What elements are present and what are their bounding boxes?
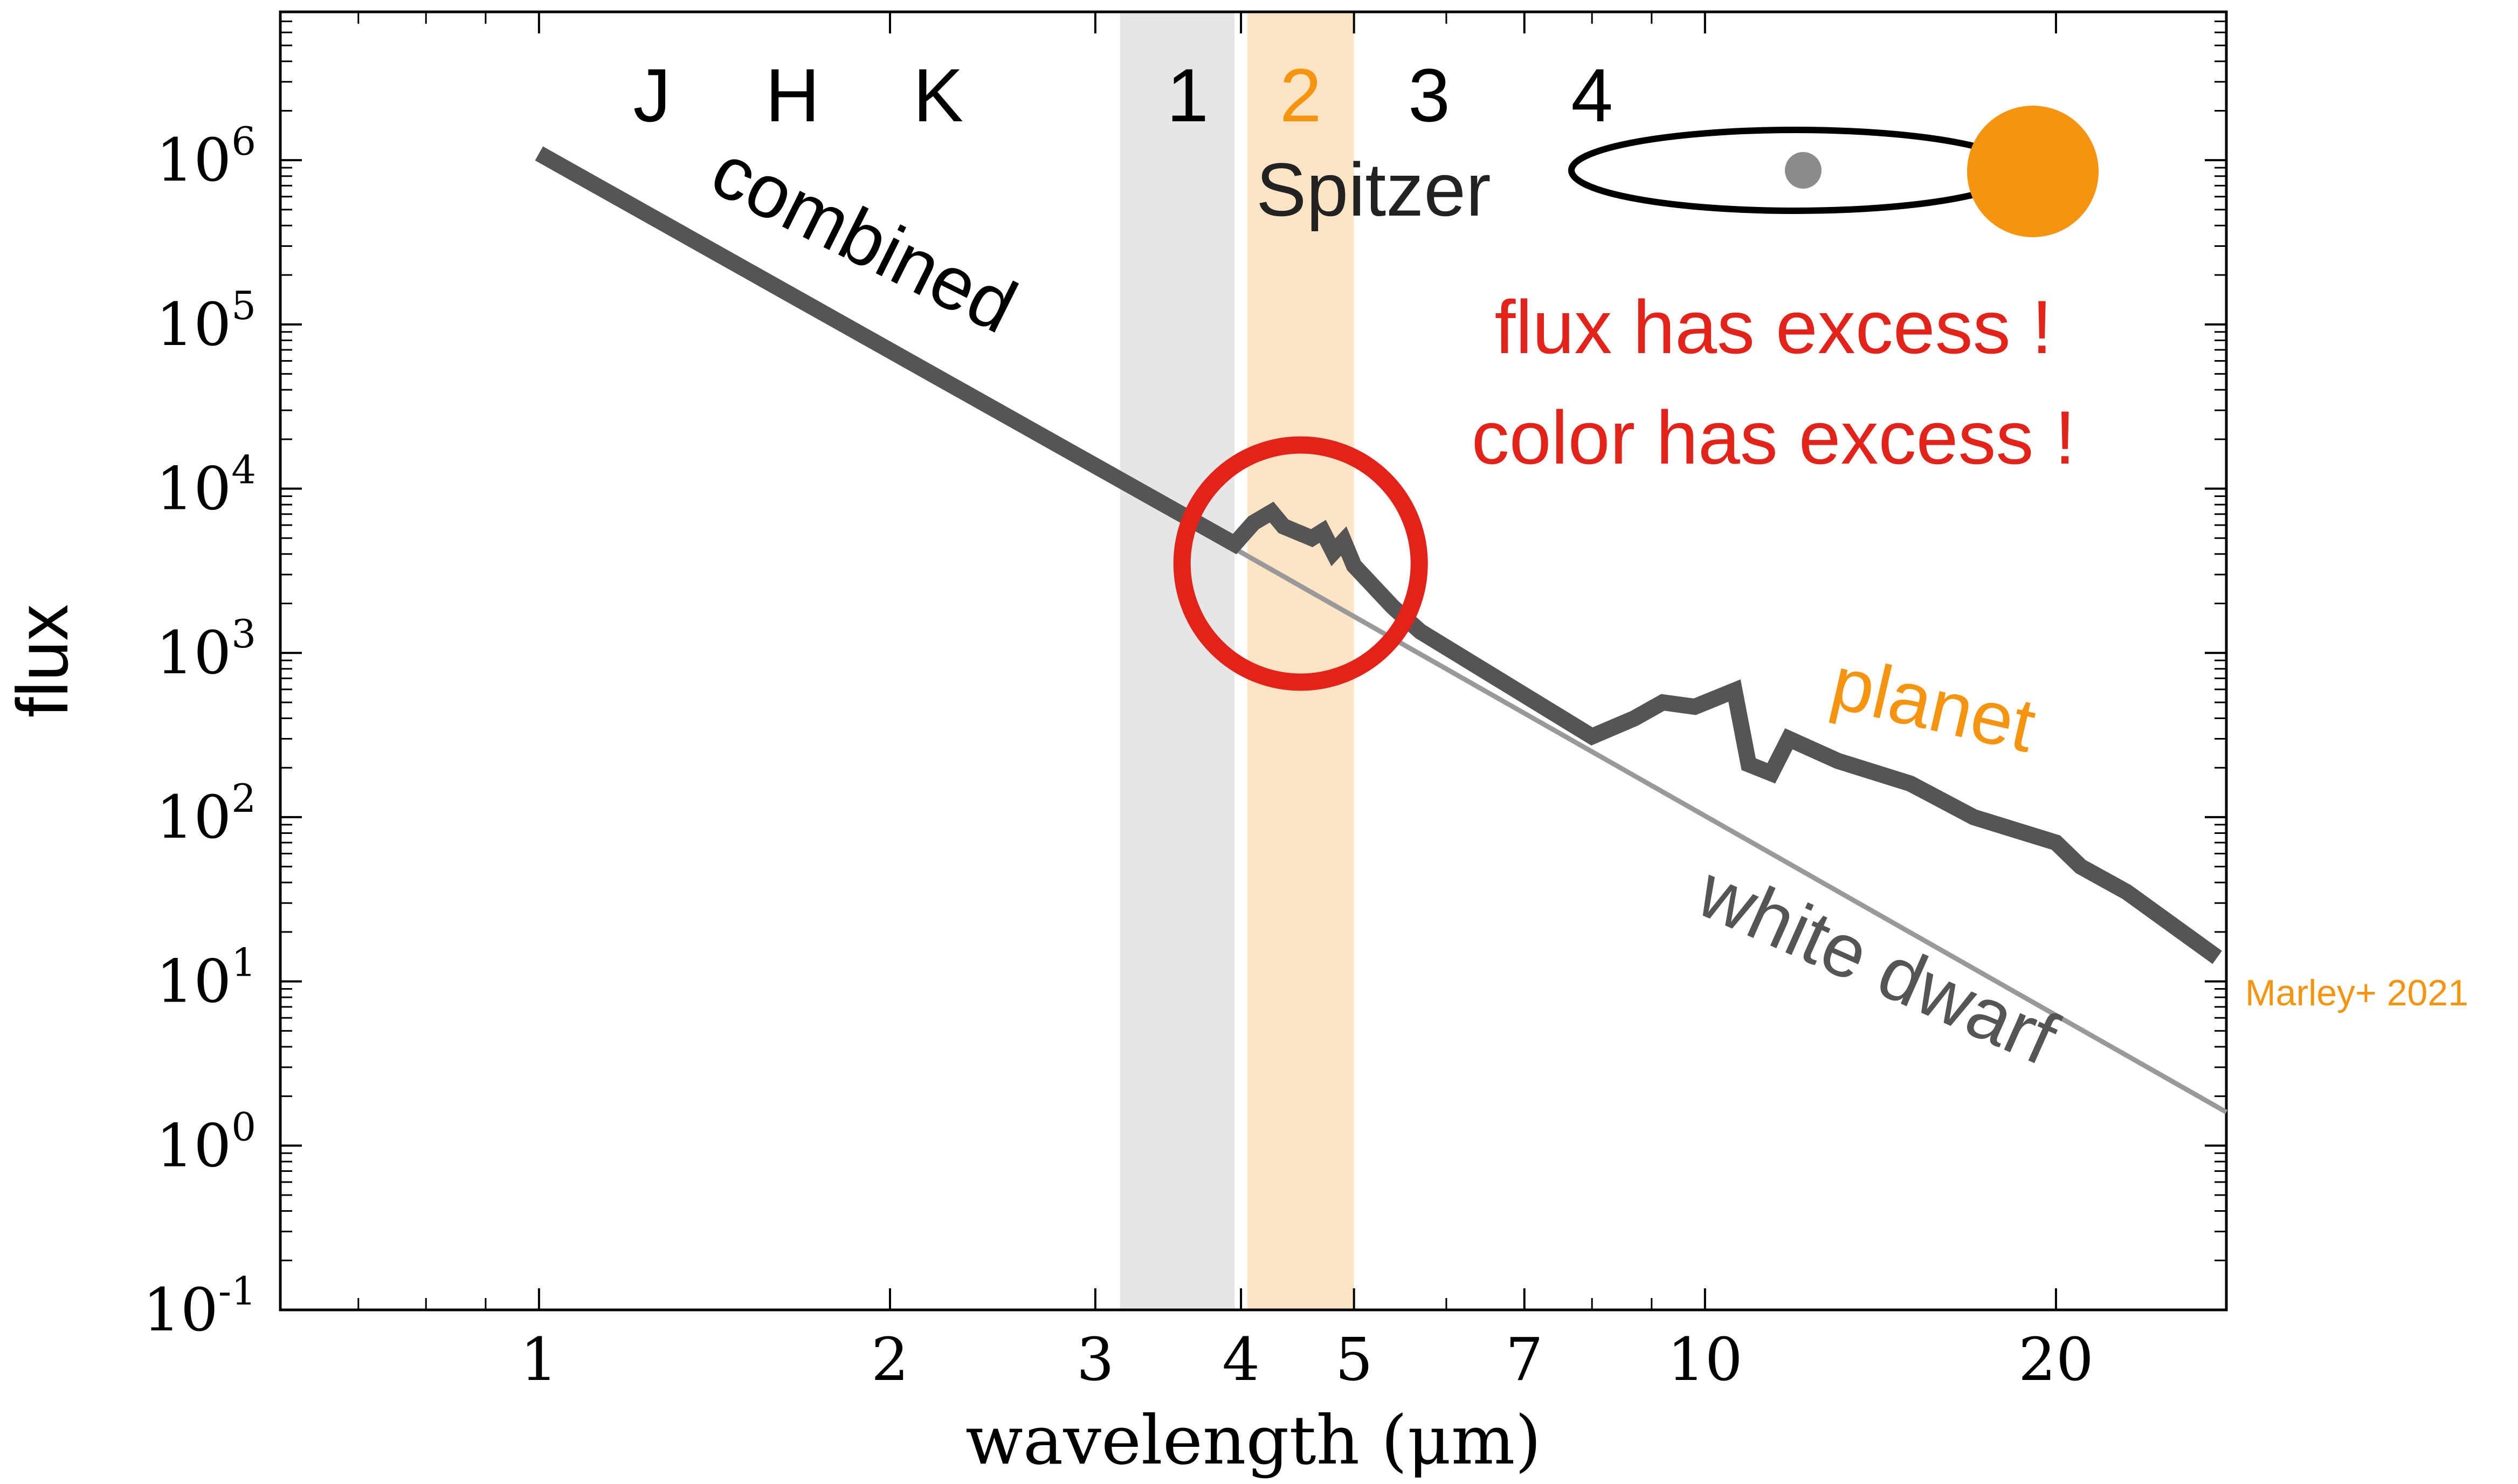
x-tick-label: 2: [871, 1325, 909, 1394]
band-label: 3: [1408, 53, 1450, 137]
y-tick-label: 106: [156, 119, 256, 195]
band-label: 4: [1571, 53, 1613, 137]
x-tick-label: 5: [1335, 1325, 1373, 1394]
y-tick-label: 103: [156, 611, 256, 687]
band-label: 1: [1167, 53, 1209, 137]
y-tick-label: 101: [156, 940, 256, 1016]
y-tick-label: 104: [156, 447, 256, 523]
x-axis: 1 2 3 4 5 7 10 20: [279, 12, 2094, 1394]
y-tick-label: 10-1: [143, 1268, 256, 1344]
planet-dot: [1785, 152, 1822, 189]
x-tick-label: 4: [1222, 1325, 1260, 1394]
combined-label: combined: [699, 127, 1030, 349]
y-axis-label: flux: [2, 604, 83, 717]
white-dwarf-label: white dwarf: [1686, 848, 2070, 1081]
series-lines: [535, 146, 2228, 1115]
filter-bands: [1120, 12, 1354, 1310]
color-excess-label: color has excess !: [1472, 395, 2075, 480]
orbit-illustration: [1568, 106, 2099, 237]
planet-label: planet: [1824, 639, 2043, 768]
filter-band-1: [1120, 12, 1235, 1310]
flux-excess-label: flux has excess !: [1495, 285, 2053, 369]
x-tick-label: 3: [1077, 1325, 1114, 1394]
band-label: 2: [1280, 53, 1322, 137]
y-tick-label: 100: [156, 1104, 256, 1180]
y-axis: 10-1 100 101 102 103 104 105 106: [143, 11, 2226, 1344]
x-tick-label: 10: [1667, 1325, 1743, 1394]
filter-band-2: [1247, 12, 1354, 1310]
excess-highlight-circle: [1173, 436, 1428, 691]
band-label: H: [765, 53, 820, 137]
y-tick-label: 102: [156, 776, 256, 852]
star-disk: [1967, 106, 2099, 237]
band-label: K: [913, 53, 963, 137]
y-tick-label: 105: [156, 283, 256, 359]
x-tick-label: 20: [2018, 1325, 2094, 1394]
x-axis-label: wavelength (μm): [965, 1402, 1541, 1480]
credit-label: Marley+ 2021: [2245, 972, 2468, 1013]
x-tick-label: 7: [1506, 1325, 1543, 1394]
band-label: J: [633, 53, 671, 137]
spitzer-label: Spitzer: [1256, 147, 1491, 232]
x-tick-label: 1: [520, 1325, 558, 1394]
series-line-combined: [535, 146, 2222, 964]
